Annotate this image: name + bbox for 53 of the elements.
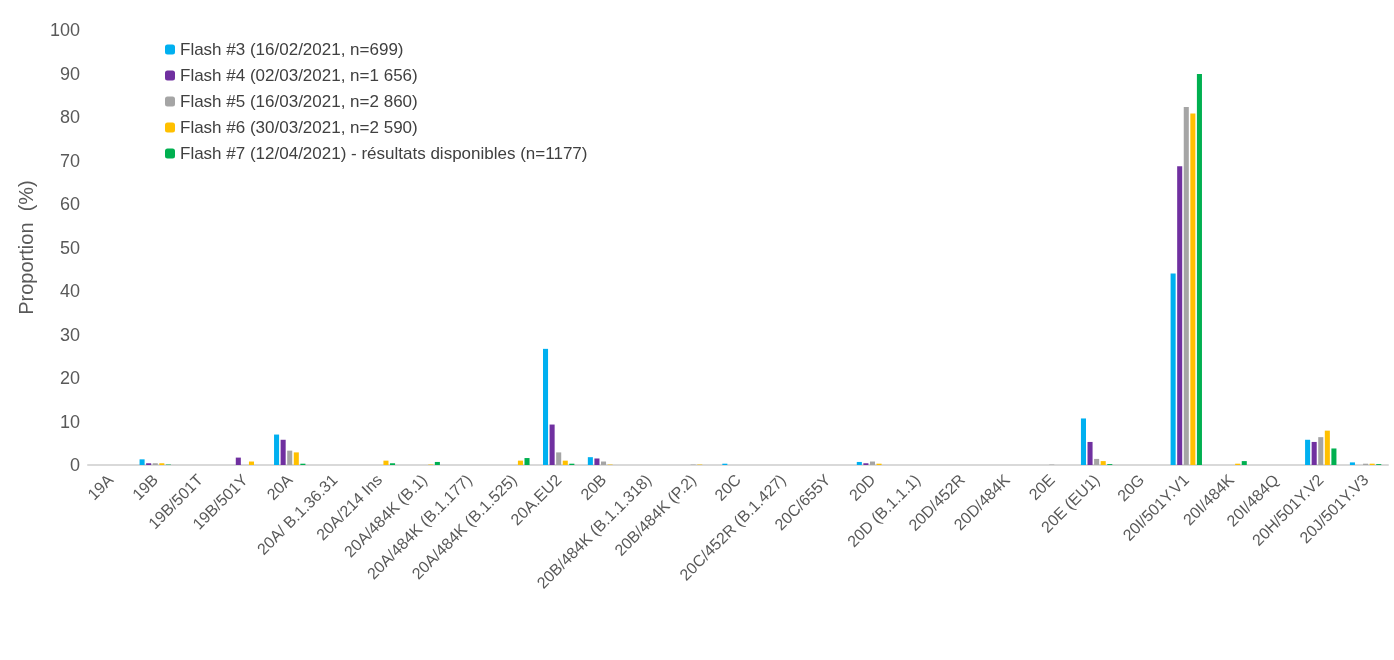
- y-tick-label: 30: [59, 324, 80, 345]
- bar: [517, 460, 523, 465]
- bar: [549, 424, 555, 465]
- bar: [1080, 418, 1086, 465]
- y-tick-label: 60: [59, 194, 80, 214]
- y-tick-label: 90: [59, 63, 80, 84]
- y-tick-label: 100: [49, 20, 80, 40]
- bar: [1241, 461, 1247, 465]
- bar: [1087, 441, 1093, 465]
- y-tick-label: 10: [59, 411, 80, 432]
- bar: [562, 460, 568, 465]
- bar: [1177, 166, 1183, 465]
- bar: [1170, 273, 1176, 465]
- bar: [1324, 430, 1330, 465]
- bar: [1331, 448, 1337, 465]
- bar: [139, 459, 145, 465]
- legend-label: Flash #4 (02/03/2021, n=1 656): [180, 66, 418, 85]
- y-tick-label: 20: [59, 368, 80, 388]
- legend-label: Flash #6 (30/03/2021, n=2 590): [180, 118, 418, 137]
- y-tick-label: 70: [59, 150, 80, 171]
- x-tick-label: 19A: [84, 470, 117, 504]
- y-tick-label: 40: [59, 281, 80, 301]
- bar: [1094, 458, 1100, 465]
- y-tick-label: 0: [69, 455, 80, 475]
- y-axis-title: Proportion (%): [15, 180, 37, 315]
- bar: [287, 450, 293, 465]
- bar: [280, 439, 286, 465]
- bar: [856, 461, 862, 465]
- bar: [524, 458, 530, 465]
- bar: [594, 458, 600, 465]
- x-tick-label: 20D: [845, 470, 879, 504]
- x-tick-label: 20E: [1025, 470, 1058, 504]
- bar: [1183, 107, 1189, 465]
- bar: [543, 348, 549, 465]
- bar: [1190, 113, 1196, 465]
- bar: [293, 452, 299, 465]
- bar: [1196, 73, 1202, 465]
- bar: [434, 461, 440, 465]
- bar: [1311, 441, 1317, 465]
- y-tick-label: 50: [59, 237, 80, 258]
- bar: [235, 457, 241, 465]
- bar: [1349, 462, 1355, 465]
- bar: [274, 434, 280, 465]
- legend-label: Flash #7 (12/04/2021) - résultats disponibles (n=1177): [180, 144, 588, 163]
- bar: [1305, 439, 1311, 465]
- bar: [383, 460, 389, 465]
- bar: [1100, 461, 1106, 465]
- bar: [556, 452, 562, 465]
- legend-label: Flash #5 (16/03/2021, n=2 860): [180, 92, 418, 111]
- bar: [587, 457, 593, 465]
- y-tick-label: 80: [59, 107, 80, 127]
- bar: [1318, 437, 1324, 465]
- legend-label: Flash #3 (16/02/2021, n=699): [180, 40, 404, 59]
